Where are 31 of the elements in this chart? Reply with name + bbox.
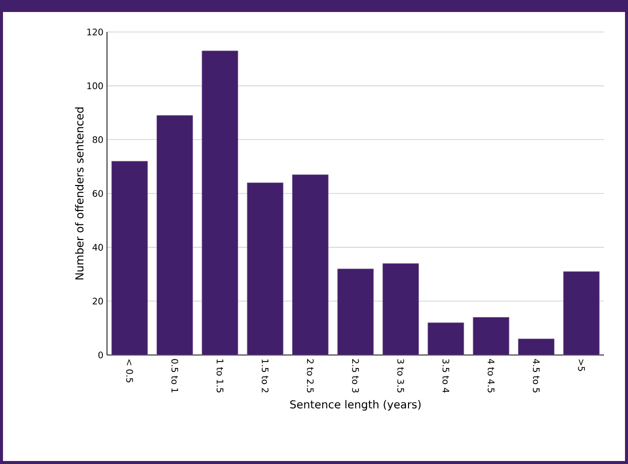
x-tick-label: 3 to 3.5 [397, 359, 404, 392]
bar [156, 115, 193, 355]
bar [428, 322, 464, 355]
x-tick-label: 0.5 to 1 [171, 359, 178, 392]
bar [382, 263, 419, 355]
x-tick-label: 4 to 4.5 [488, 358, 494, 392]
x-tick-label: 1.5 to 2 [262, 359, 269, 392]
y-tick-label: 120 [87, 28, 103, 36]
bar [563, 271, 600, 355]
x-tick-label: 4.5 to 5 [532, 358, 540, 392]
y-tick-label: 20 [92, 298, 103, 305]
x-tick-label: < 0.5 [126, 359, 133, 382]
y-tick-label: 80 [92, 136, 103, 144]
y-tick-label: 40 [92, 244, 103, 251]
x-tick-label: 3.5 to 4 [442, 359, 450, 393]
bar [337, 268, 374, 355]
bar [111, 160, 148, 355]
bar [518, 338, 554, 355]
y-tick-label: 60 [92, 190, 103, 197]
bar [292, 174, 329, 355]
bar [246, 182, 284, 355]
y-tick-label: 0 [98, 352, 103, 358]
x-tick-label: 1 to 1.5 [216, 359, 224, 392]
y-axis-title: Number of offenders sentenced [75, 108, 84, 280]
bar [202, 50, 238, 355]
x-tick-label: 2.5 to 3 [352, 359, 359, 392]
x-axis-title: Sentence length (years) [290, 400, 421, 411]
bar [472, 317, 510, 355]
x-tick-label: 2 to 2.5 [306, 359, 314, 392]
x-tick-label: >5 [578, 359, 585, 371]
y-tick-label: 100 [87, 82, 103, 90]
